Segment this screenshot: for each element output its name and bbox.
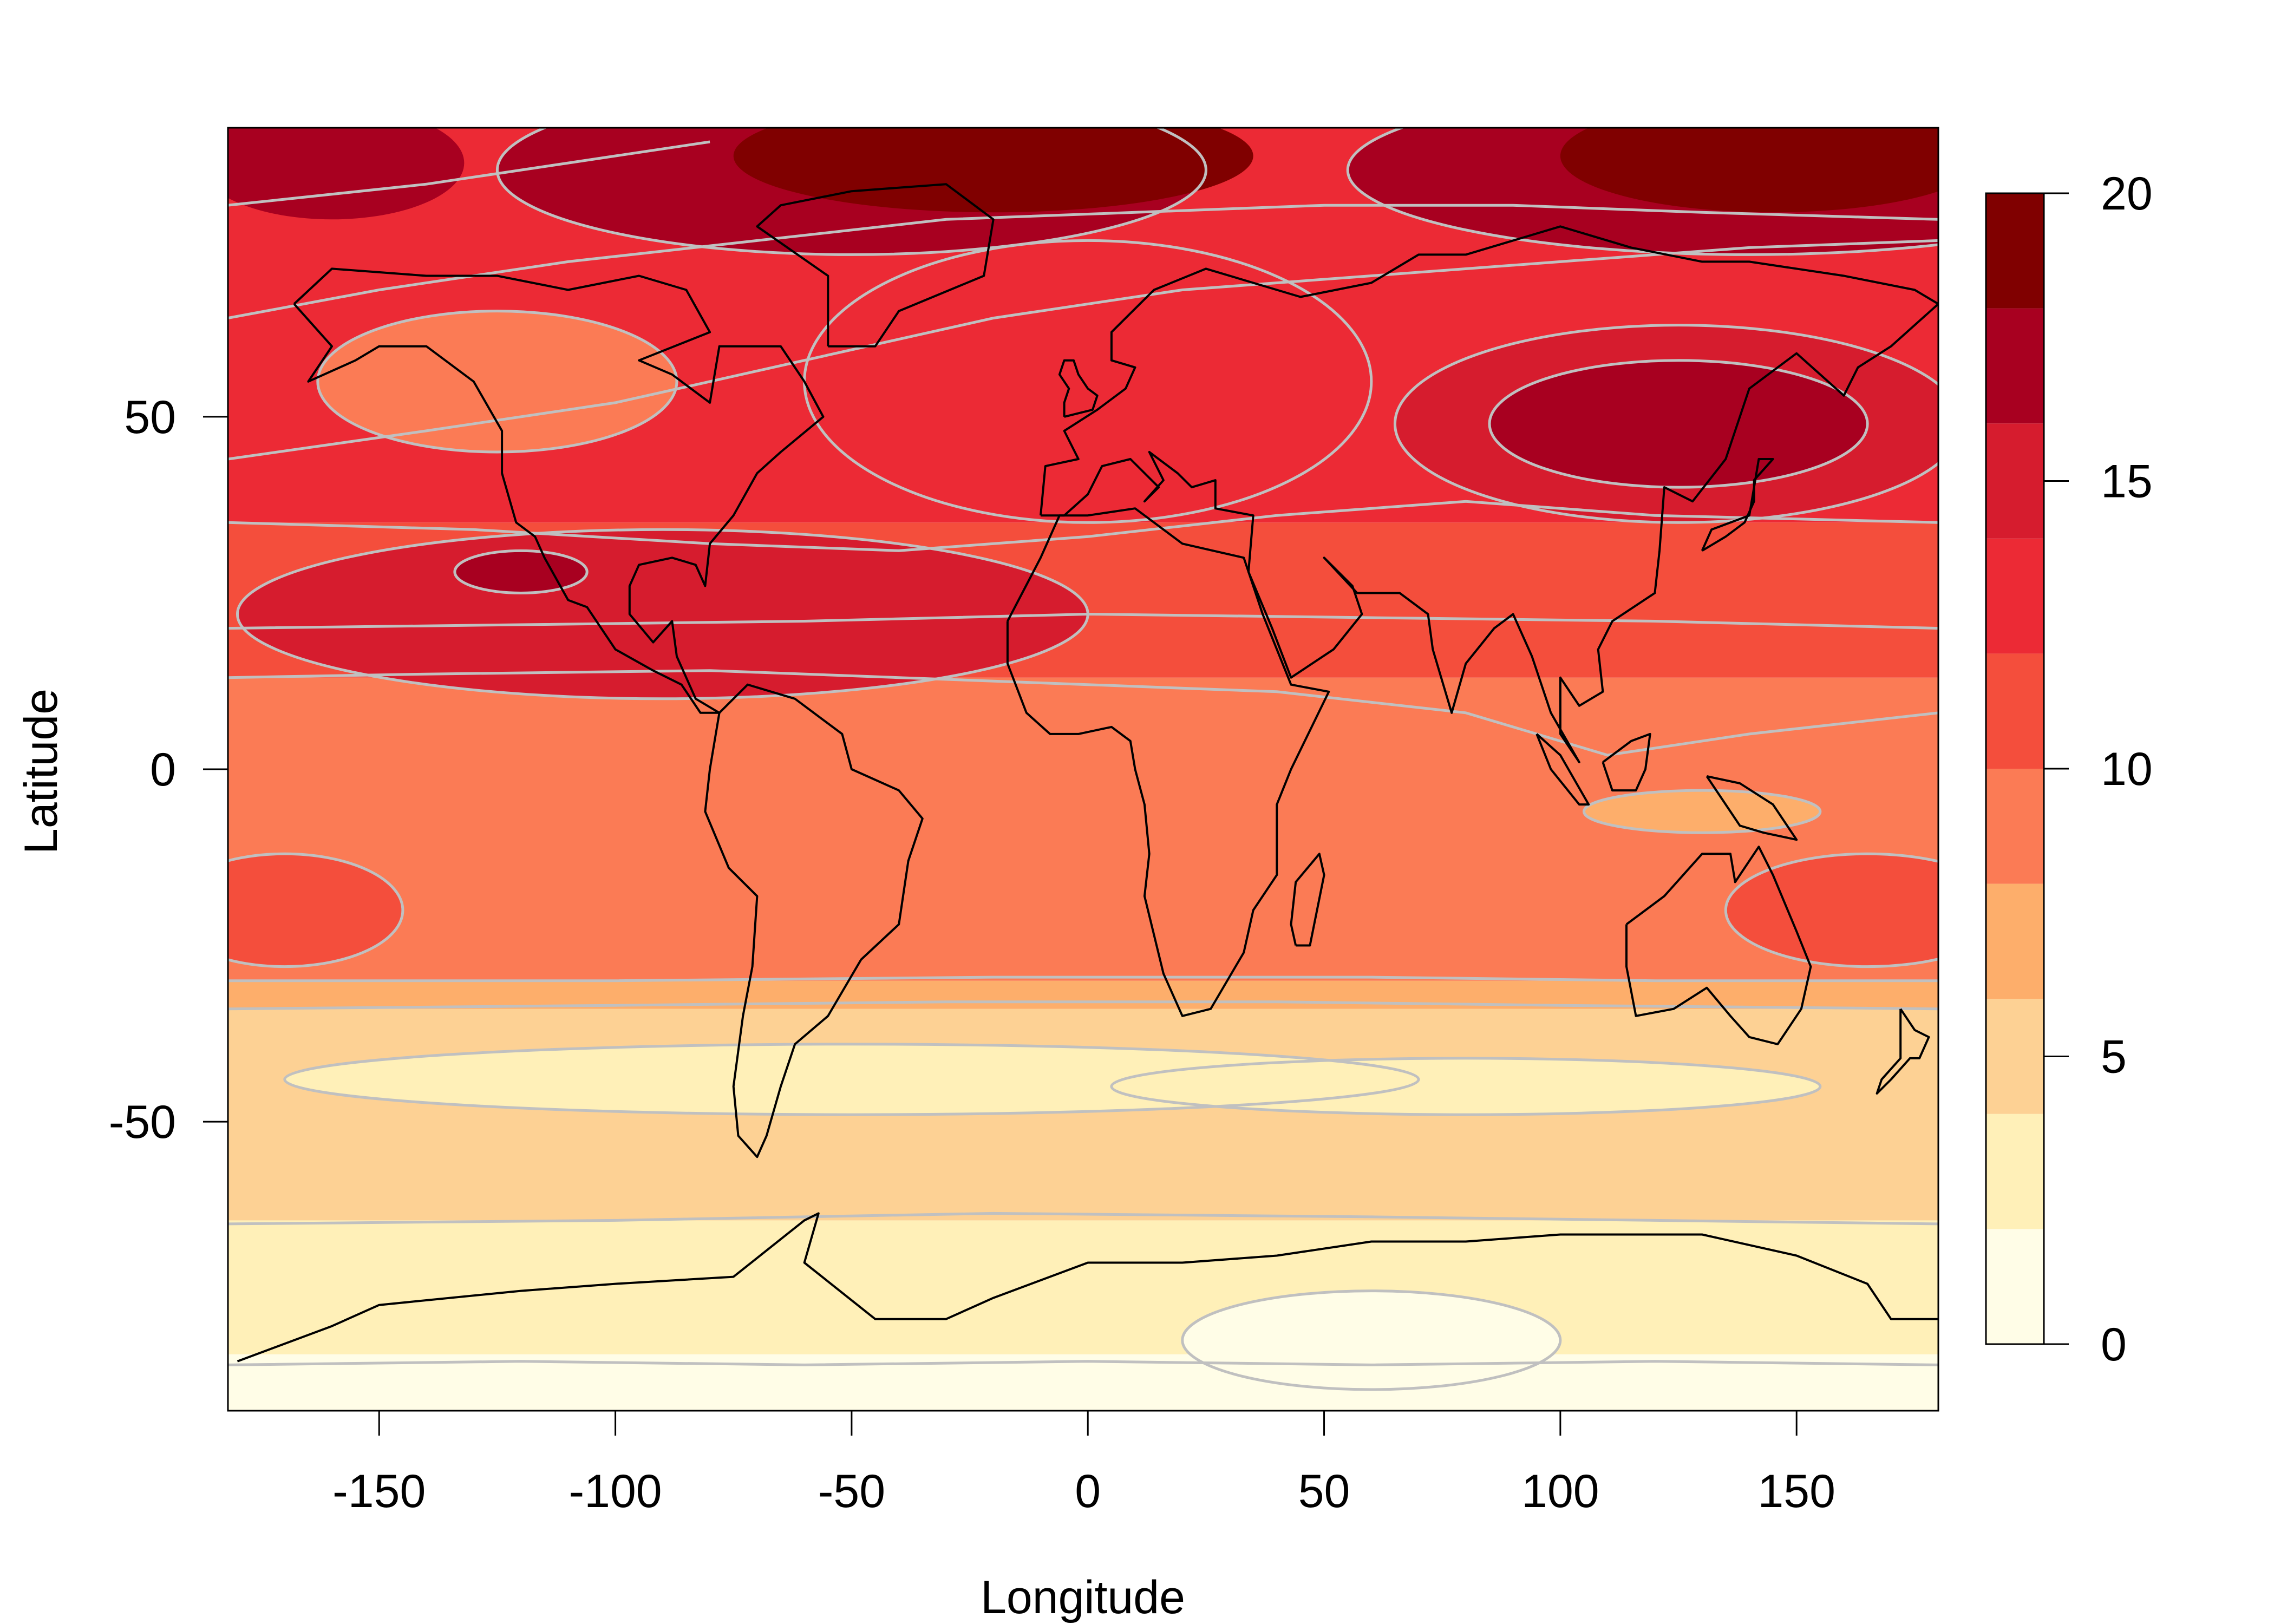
field-patch — [1560, 128, 1938, 213]
contour-loop — [1724, 852, 1938, 968]
colorbar-swatch — [1986, 999, 2044, 1114]
coastline-antarctica — [237, 1212, 1938, 1363]
colorbar-swatches — [1986, 193, 2044, 1344]
x-tick-label: 100 — [1521, 1465, 1599, 1517]
filled-contour-field — [228, 128, 1938, 1411]
colorbar-swatch — [1986, 653, 2044, 769]
field-band — [228, 980, 1938, 1009]
colorbar-tick-label: 10 — [2101, 743, 2153, 795]
coastline-greenland — [756, 183, 995, 348]
x-axis: -150 -100 -50 0 50 100 150 — [332, 1410, 1835, 1517]
contour-loop — [316, 310, 678, 454]
coastline-borneo — [1602, 732, 1651, 792]
field-patch — [804, 240, 1371, 523]
x-tick-label: 0 — [1075, 1465, 1101, 1517]
colorbar-swatch — [1986, 308, 2044, 424]
contour-line — [228, 1000, 1938, 1011]
y-axis: -50 0 50 — [109, 391, 229, 1148]
contour-loop — [1394, 324, 1938, 524]
contour-line — [228, 1212, 1938, 1226]
colorbar-swatch — [1986, 769, 2044, 884]
colorbar-swatch — [1986, 423, 2044, 539]
contour-line — [228, 1360, 1938, 1366]
contour-loop — [496, 128, 1207, 256]
coastline-australia — [1625, 846, 1812, 1045]
y-tick-label: 50 — [124, 391, 176, 443]
coastline-uk — [1058, 359, 1099, 418]
coastline-indonesia — [1535, 733, 1590, 806]
y-axis-label: Latitude — [15, 689, 67, 854]
contour-loop — [1110, 1057, 1822, 1116]
contour-line — [228, 239, 1938, 461]
y-tick-label: 0 — [150, 744, 176, 796]
colorbar-swatch — [1986, 538, 2044, 654]
coastline-japan — [1701, 458, 1774, 552]
colorbar-legend: 0 5 10 15 20 — [1985, 168, 2153, 1371]
y-tick-label: -50 — [109, 1096, 176, 1148]
coastline-south-america — [704, 683, 924, 1158]
contour-loop — [1181, 1289, 1562, 1391]
colorbar-tick-label: 5 — [2101, 1031, 2127, 1083]
colorbar-swatch — [1986, 1229, 2044, 1344]
x-tick-label: 50 — [1298, 1465, 1350, 1517]
field-band — [228, 1354, 1938, 1411]
contour-line — [228, 975, 1938, 983]
field-patch — [733, 128, 1253, 213]
coastline-madagascar — [1290, 853, 1325, 947]
contour-loop — [283, 1043, 1420, 1116]
contour-line — [228, 669, 1938, 757]
contour-line — [228, 500, 1938, 552]
colorbar-swatch — [1986, 193, 2044, 309]
contour-loop — [1488, 359, 1869, 489]
field-patch — [228, 128, 465, 220]
colorbar-swatch — [1986, 1114, 2044, 1229]
contour-loop — [236, 528, 1089, 700]
colorbar-tick-label: 0 — [2101, 1319, 2127, 1371]
field-patch — [237, 529, 1088, 699]
field-band — [228, 1220, 1938, 1354]
field-patch — [1489, 360, 1868, 488]
colorbar-tick-label: 20 — [2101, 168, 2153, 220]
x-tick-label: -150 — [332, 1465, 426, 1517]
field-band — [228, 1009, 1938, 1221]
contour-lines — [228, 128, 1938, 1391]
field-patch — [1726, 854, 1938, 967]
colorbar-swatch — [1986, 883, 2044, 999]
x-axis-label: Longitude — [981, 1571, 1185, 1623]
contour-loop — [453, 549, 589, 594]
colorbar-ticks: 0 5 10 15 20 — [2044, 168, 2153, 1371]
coastline-africa — [1006, 507, 1330, 1017]
field-patch — [1584, 790, 1820, 833]
field-patch — [228, 854, 403, 967]
coastline-north-america — [293, 267, 825, 714]
coastline-new-zealand — [1876, 1008, 1930, 1095]
contour-loop — [1346, 128, 1938, 256]
x-tick-label: -50 — [818, 1465, 885, 1517]
x-tick-label: -100 — [569, 1465, 662, 1517]
coastlines — [237, 183, 1938, 1363]
x-tick-label: 150 — [1757, 1465, 1835, 1517]
field-patch — [454, 551, 587, 593]
coastline-eurasia — [1040, 225, 1938, 763]
contour-loop — [1583, 789, 1822, 834]
colorbar-tick-label: 15 — [2101, 456, 2153, 508]
coastline-new-guinea — [1706, 775, 1798, 841]
contour-loop — [228, 852, 404, 968]
plot-panel — [227, 127, 1939, 1412]
